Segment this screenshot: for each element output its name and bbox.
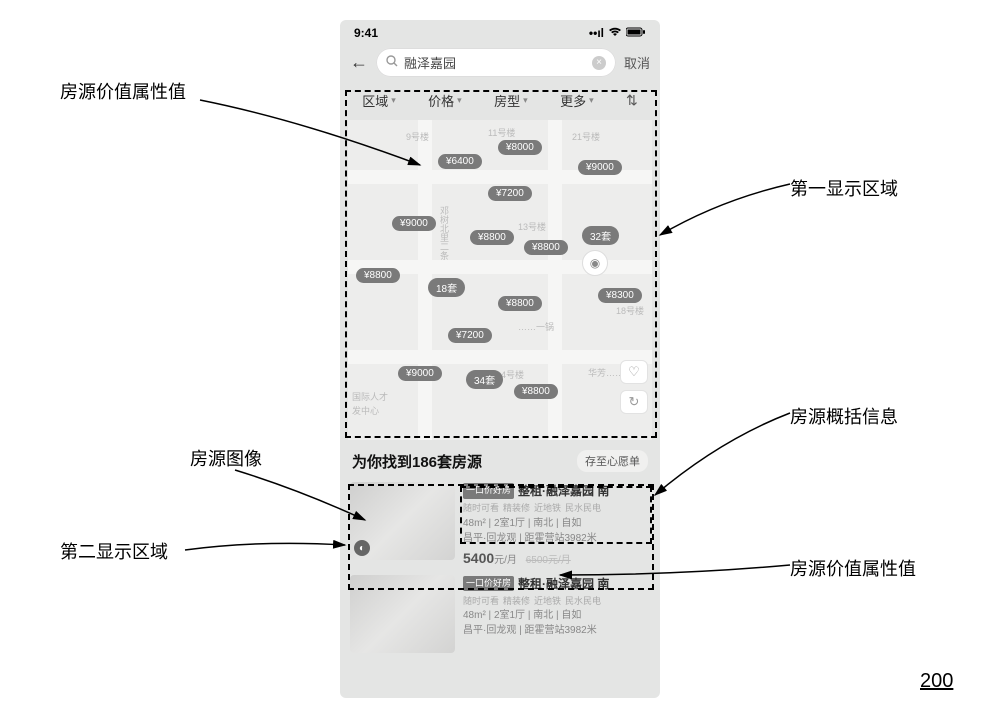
listing-info: 一口价好房 整租·融泽嘉园 南 随时可看 精装修 近地铁 民水民电 48m² |… [463, 575, 650, 653]
price-pill[interactable]: ¥9000 [392, 216, 436, 231]
promo-tag: 一口价好房 [463, 483, 514, 499]
building-label: 21号楼 [572, 130, 600, 143]
wishlist-button[interactable]: 存至心愿单 [577, 450, 648, 472]
refresh-icon[interactable]: ↻ [620, 390, 648, 414]
locate-icon[interactable]: ◉ [582, 250, 608, 276]
listing-image: ◐ [350, 482, 455, 560]
listing-title: 整租·融泽嘉园 南 [518, 482, 609, 500]
back-icon[interactable]: ← [350, 52, 368, 73]
filter-more[interactable]: 更多▾ [560, 91, 594, 110]
tag: 随时可看 [463, 595, 499, 609]
tag: 近地铁 [534, 595, 561, 609]
price-pill[interactable]: 34套 [466, 370, 503, 389]
label-value-attr-top: 房源价值属性值 [60, 78, 186, 104]
tag: 精装修 [503, 595, 530, 609]
street [348, 350, 652, 364]
building-label: 9号楼 [406, 130, 429, 143]
chevron-down-icon: ▾ [523, 95, 528, 106]
clear-icon[interactable]: × [592, 56, 606, 70]
listing-spec: 48m² | 2室1厅 | 南北 | 自如 [463, 516, 650, 531]
results-header: 为你找到186套房源 存至心愿单 [340, 440, 660, 476]
label-summary-info: 房源概括信息 [790, 403, 898, 429]
listing-card[interactable]: 一口价好房 整租·融泽嘉园 南 随时可看 精装修 近地铁 民水民电 48m² |… [350, 575, 650, 653]
price-pill[interactable]: ¥6400 [438, 154, 482, 169]
filter-row: 区域▾ 价格▾ 房型▾ 更多▾ ⇅ [340, 83, 660, 116]
street-label: ……一锅 [518, 320, 554, 333]
price-pill[interactable]: 18套 [428, 278, 465, 297]
street-label: 国际人才 [352, 390, 388, 403]
listing-tags: 随时可看 精装修 近地铁 民水民电 [463, 502, 650, 516]
search-row: ← 融泽嘉园 × 取消 [340, 42, 660, 83]
price-pill[interactable]: ¥9000 [578, 160, 622, 175]
building-label: 18号楼 [616, 304, 644, 317]
price-pill[interactable]: ¥9000 [398, 366, 442, 381]
price-unit: 元/月 [494, 555, 517, 566]
phone-frame: 9:41 ••ıl ← 融泽嘉园 × 取消 [340, 20, 660, 698]
price-pill[interactable]: ¥8800 [356, 268, 400, 283]
filter-area-label: 区域 [362, 91, 388, 110]
price-pill[interactable]: ¥7200 [448, 328, 492, 343]
status-bar: 9:41 ••ıl [340, 20, 660, 42]
building-label: 13号楼 [518, 220, 546, 233]
price-pill[interactable]: ¥8800 [498, 296, 542, 311]
listing-spec: 48m² | 2室1厅 | 南北 | 自如 [463, 608, 650, 623]
street-label: 邓树北里二条 [438, 206, 451, 260]
cancel-button[interactable]: 取消 [624, 53, 650, 72]
wifi-icon [608, 26, 622, 40]
price-pill[interactable]: ¥7200 [488, 186, 532, 201]
old-price: 6500元/月 [526, 555, 571, 566]
filter-type-label: 房型 [494, 91, 520, 110]
label-first-region: 第一显示区域 [790, 175, 898, 201]
status-right: ••ıl [589, 26, 646, 40]
price-pill[interactable]: ¥8300 [598, 288, 642, 303]
map-view[interactable]: 9号楼 11号楼 21号楼 13号楼 14号楼 18号楼 邓树北里二条 ……一锅… [348, 120, 652, 440]
label-value-attr-bot: 房源价值属性值 [790, 555, 916, 581]
listing-price: 5400 [463, 550, 494, 566]
status-time: 9:41 [354, 26, 378, 40]
tag: 近地铁 [534, 502, 561, 516]
listing-location: 昌平·回龙观 | 距霍营站3982米 [463, 531, 650, 546]
promo-tag: 一口价好房 [463, 576, 514, 592]
chevron-down-icon: ▾ [589, 95, 594, 106]
listing-image [350, 575, 455, 653]
tag: 民水民电 [565, 502, 601, 516]
signal-icon: ••ıl [589, 26, 604, 40]
sort-icon[interactable]: ⇅ [626, 92, 638, 109]
listing-title: 整租·融泽嘉园 南 [518, 575, 609, 593]
favorite-icon[interactable]: ♡ [620, 360, 648, 384]
tag: 民水民电 [565, 595, 601, 609]
filter-price[interactable]: 价格▾ [428, 91, 462, 110]
listing-card[interactable]: ◐ 一口价好房 整租·融泽嘉园 南 随时可看 精装修 近地铁 民水民电 48m²… [350, 482, 650, 569]
filter-more-label: 更多 [560, 91, 586, 110]
figure-ref: 200 [920, 670, 953, 693]
filter-area[interactable]: 区域▾ [362, 91, 396, 110]
battery-icon [626, 26, 646, 40]
tag: 随时可看 [463, 502, 499, 516]
search-box[interactable]: 融泽嘉园 × [376, 48, 616, 77]
chevron-down-icon: ▾ [457, 95, 462, 106]
price-pill[interactable]: ¥8800 [514, 384, 558, 399]
filter-type[interactable]: 房型▾ [494, 91, 528, 110]
results-count: 为你找到186套房源 [352, 451, 482, 472]
street-label: 华芳…… [588, 366, 624, 379]
search-icon [386, 55, 398, 70]
price-pill[interactable]: ¥8000 [498, 140, 542, 155]
street-label: 发中心 [352, 404, 379, 417]
label-listing-image: 房源图像 [190, 445, 262, 471]
vr-icon: ◐ [354, 540, 370, 556]
chevron-down-icon: ▾ [391, 95, 396, 106]
tag: 精装修 [503, 502, 530, 516]
listing-tags: 随时可看 精装修 近地铁 民水民电 [463, 595, 650, 609]
listing-location: 昌平·回龙观 | 距霍营站3982米 [463, 623, 650, 638]
label-second-region: 第二显示区域 [60, 538, 168, 564]
filter-price-label: 价格 [428, 91, 454, 110]
price-pill[interactable]: ¥8800 [470, 230, 514, 245]
listing-info: 一口价好房 整租·融泽嘉园 南 随时可看 精装修 近地铁 民水民电 48m² |… [463, 482, 650, 569]
price-pill[interactable]: ¥8800 [524, 240, 568, 255]
price-pill[interactable]: 32套 [582, 226, 619, 245]
search-query: 融泽嘉园 [404, 53, 586, 72]
building-label: 11号楼 [488, 126, 515, 139]
